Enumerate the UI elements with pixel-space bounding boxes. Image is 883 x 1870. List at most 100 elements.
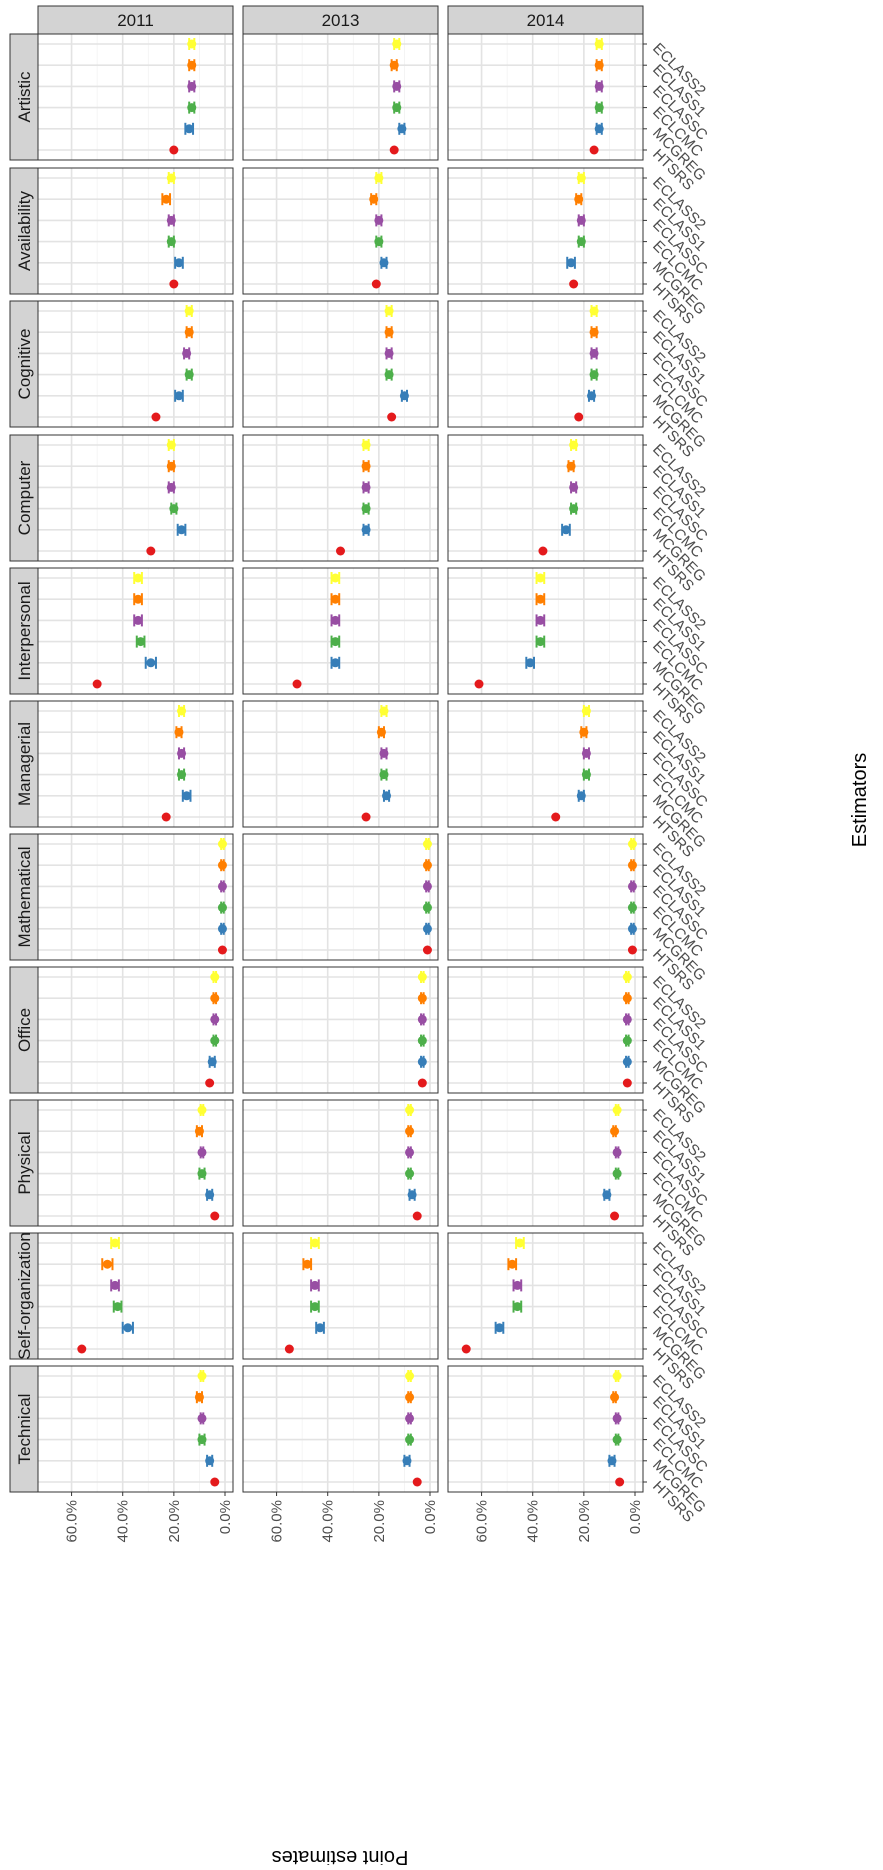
point-eclass1 — [210, 993, 220, 1003]
skill-strip-availability — [9, 167, 39, 295]
point-eclass1 — [133, 594, 143, 604]
point-eclass2 — [581, 706, 591, 716]
point-htsrs — [422, 945, 432, 955]
point-eclcmc — [379, 770, 389, 780]
panel-background — [242, 1365, 439, 1493]
point-eclass1 — [566, 461, 576, 471]
panel-2011-computer — [37, 434, 234, 562]
point-htsrs — [217, 945, 227, 955]
point-htsrs — [169, 279, 179, 289]
point-eclcmc — [197, 1169, 207, 1179]
point-eclass1 — [174, 727, 184, 737]
panel-border — [447, 300, 644, 428]
point-eclass1 — [589, 327, 599, 337]
panel-border — [447, 1365, 644, 1493]
point-mcgreg — [576, 791, 586, 801]
skill-strip-label: Availability — [15, 191, 34, 272]
point-htsrs — [284, 1344, 294, 1354]
point-eclass2 — [589, 306, 599, 316]
point-htsrs — [569, 279, 579, 289]
panel-2013-managerial — [242, 700, 439, 828]
point-eclassc — [330, 615, 340, 625]
panel-background — [447, 700, 644, 828]
point-eclcmc — [594, 103, 604, 113]
point-mcgreg — [407, 1190, 417, 1200]
panel-2011-managerial — [37, 700, 234, 828]
panel-border — [242, 567, 439, 695]
skill-strip-computer — [9, 434, 39, 562]
point-eclass2 — [166, 440, 176, 450]
point-eclass2 — [594, 39, 604, 49]
panel-background — [242, 700, 439, 828]
point-htsrs — [610, 1211, 620, 1221]
point-eclass2 — [405, 1105, 415, 1115]
panel-background — [447, 1232, 644, 1360]
value-tick-label: 60.0% — [474, 1500, 491, 1543]
point-eclcmc — [535, 637, 545, 647]
skill-strip-label: Office — [15, 1008, 34, 1052]
point-eclcmc — [166, 237, 176, 247]
point-eclass2 — [374, 173, 384, 183]
skill-strip-managerial — [9, 700, 39, 828]
panel-border — [37, 167, 234, 295]
panel-background — [37, 1099, 234, 1227]
point-eclassc — [110, 1280, 120, 1290]
point-eclcmc — [627, 903, 637, 913]
point-eclass2 — [627, 839, 637, 849]
point-eclcmc — [330, 637, 340, 647]
panel-2013-interpersonal — [242, 567, 439, 695]
panel-2011-artistic — [37, 33, 234, 161]
point-htsrs — [574, 412, 584, 422]
point-eclass1 — [405, 1126, 415, 1136]
panel-border — [37, 567, 234, 695]
point-eclass2 — [110, 1238, 120, 1248]
panel-background — [37, 833, 234, 961]
panel-background — [447, 1099, 644, 1227]
point-eclcmc — [361, 504, 371, 514]
point-mcgreg — [174, 391, 184, 401]
point-eclassc — [594, 81, 604, 91]
panel-border — [37, 300, 234, 428]
point-eclass1 — [422, 860, 432, 870]
panel-background — [447, 300, 644, 428]
point-eclass1 — [166, 461, 176, 471]
point-eclassc — [627, 881, 637, 891]
point-mcgreg — [177, 525, 187, 535]
value-tick-label: 0.0% — [422, 1500, 439, 1534]
point-htsrs — [461, 1344, 471, 1354]
panel-border — [37, 1099, 234, 1227]
point-htsrs — [205, 1078, 215, 1088]
point-eclassc — [576, 215, 586, 225]
point-eclass1 — [217, 860, 227, 870]
point-eclcmc — [612, 1169, 622, 1179]
point-mcgreg — [123, 1323, 133, 1333]
point-htsrs — [622, 1078, 632, 1088]
panel-border — [242, 1232, 439, 1360]
point-eclassc — [535, 615, 545, 625]
point-mcgreg — [399, 391, 409, 401]
panel-2011-self-organization — [37, 1232, 234, 1360]
point-eclass1 — [627, 860, 637, 870]
point-eclass2 — [177, 706, 187, 716]
point-eclcmc — [622, 1036, 632, 1046]
point-eclassc — [622, 1014, 632, 1024]
panel-2013-office — [242, 966, 439, 1094]
point-mcgreg — [379, 258, 389, 268]
panel-background — [447, 33, 644, 161]
point-eclcmc — [512, 1302, 522, 1312]
panel-border — [447, 1099, 644, 1227]
panel-border — [447, 966, 644, 1094]
panel-border — [242, 966, 439, 1094]
point-eclass2 — [379, 706, 389, 716]
point-eclass2 — [310, 1238, 320, 1248]
value-tick-label: 0.0% — [627, 1500, 644, 1534]
point-eclcmc — [405, 1169, 415, 1179]
panel-2013-cognitive — [242, 300, 439, 428]
point-eclass2 — [184, 306, 194, 316]
point-eclcmc — [405, 1435, 415, 1445]
skill-strip-label: Self-organization — [15, 1232, 34, 1360]
panel-background — [37, 33, 234, 161]
